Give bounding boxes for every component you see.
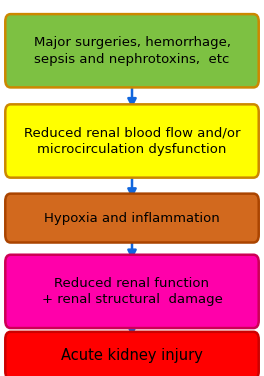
FancyBboxPatch shape [5,105,259,178]
FancyBboxPatch shape [5,194,259,243]
Text: Acute kidney injury: Acute kidney injury [61,348,203,363]
Text: Reduced renal function
+ renal structural  damage: Reduced renal function + renal structura… [41,277,223,306]
Text: Hypoxia and inflammation: Hypoxia and inflammation [44,212,220,224]
Text: Reduced renal blood flow and/or
microcirculation dysfunction: Reduced renal blood flow and/or microcir… [24,126,240,156]
FancyBboxPatch shape [5,14,259,88]
FancyBboxPatch shape [5,255,259,328]
FancyBboxPatch shape [5,332,259,376]
Text: Major surgeries, hemorrhage,
sepsis and nephrotoxins,  etc: Major surgeries, hemorrhage, sepsis and … [34,36,230,65]
